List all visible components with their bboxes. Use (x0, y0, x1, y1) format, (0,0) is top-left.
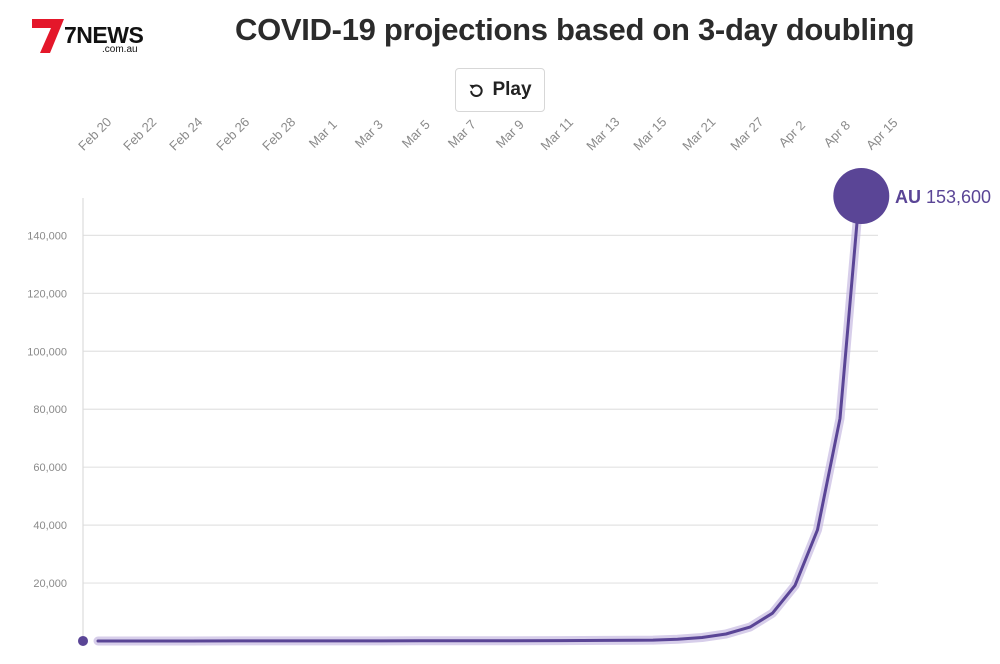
7news-logo: 7NEWS .com.au (30, 16, 150, 56)
logo-domain: .com.au (102, 44, 138, 55)
y-tick-label: 60,000 (33, 462, 67, 474)
x-tick-label: Feb 26 (213, 114, 252, 153)
x-tick-label: Mar 5 (399, 117, 433, 151)
x-tick-label: Feb 24 (166, 114, 205, 153)
x-tick-label: Mar 7 (445, 117, 479, 151)
label-layer: AU 153,600 (895, 187, 991, 207)
x-tick-label: Mar 9 (493, 117, 527, 151)
x-tick-label: Apr 8 (821, 118, 854, 151)
x-tick-label: Mar 13 (583, 114, 622, 153)
x-tick-label: Mar 27 (727, 114, 766, 153)
x-tick-label: Apr 15 (863, 115, 901, 153)
series-start-dot (78, 635, 88, 646)
play-button[interactable]: Play (455, 68, 545, 112)
replay-icon (469, 83, 484, 97)
x-tick-label: Mar 1 (306, 117, 340, 151)
grid-layer (83, 234, 878, 584)
y-tick-label: 120,000 (27, 288, 67, 300)
x-tick-label: Feb 22 (120, 114, 159, 153)
y-tick-label: 20,000 (33, 578, 67, 590)
y-tick-label: 40,000 (33, 520, 67, 532)
axis-layer: 20,000 40,000 60,000 80,000 100,000 120,000 14… (27, 114, 901, 642)
y-tick-label: 80,000 (33, 404, 67, 416)
x-tick-label: Feb 28 (259, 114, 298, 153)
play-button-label: Play (492, 79, 532, 100)
x-tick-label: Mar 11 (538, 115, 577, 154)
x-tick-label: Mar 15 (630, 114, 669, 153)
x-tick-label: Apr 2 (776, 118, 809, 151)
series-line-halo (93, 191, 864, 646)
seven-logo-mark (32, 19, 64, 53)
series-end-bubble (833, 168, 890, 224)
y-tick-label: 140,000 (27, 230, 67, 242)
series-layer (78, 168, 890, 646)
chart-title: COVID-19 projections based on 3-day doub… (235, 12, 915, 47)
y-tick-label: 100,000 (27, 346, 67, 358)
x-tick-label: Feb 20 (75, 114, 114, 153)
series-line (96, 194, 861, 643)
x-tick-label: Mar 3 (352, 117, 386, 151)
x-tick-label: Mar 21 (679, 114, 718, 153)
series-end-label: AU 153,600 (895, 187, 991, 207)
logo-wordmark: 7NEWS (64, 22, 144, 48)
